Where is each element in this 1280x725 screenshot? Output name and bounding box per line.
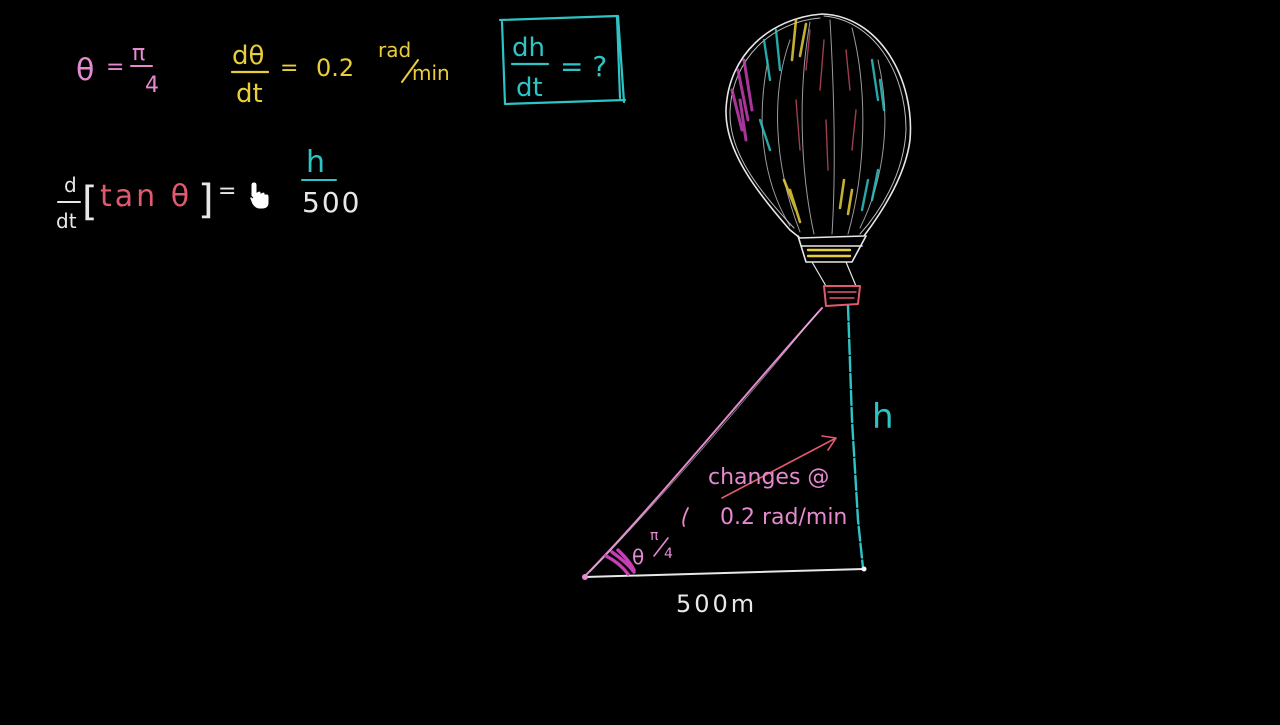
balloon-skirt-fill bbox=[806, 248, 852, 258]
angle-pi-label: π bbox=[650, 528, 659, 544]
balloon-skirt bbox=[797, 235, 867, 263]
close-bracket: ] bbox=[198, 177, 214, 223]
dtheta-denominator: dt bbox=[236, 79, 263, 109]
base-label: 500m bbox=[676, 590, 757, 618]
hand-pointer-icon bbox=[249, 181, 270, 210]
balloon-envelope-outline bbox=[725, 13, 912, 239]
angle-four-label: 4 bbox=[664, 546, 673, 562]
equation-equals: = bbox=[218, 179, 236, 204]
change-note-line1: changes @ bbox=[708, 465, 829, 490]
balloon-panel-lines bbox=[761, 19, 886, 235]
four-denominator: 4 bbox=[145, 73, 159, 98]
dtheta-numerator: dθ bbox=[232, 41, 264, 71]
base-line bbox=[584, 568, 865, 578]
equals-question: = ? bbox=[560, 50, 607, 83]
open-bracket: [ bbox=[82, 179, 98, 225]
d-denominator: dt bbox=[56, 209, 77, 233]
angle-theta-label: θ bbox=[632, 545, 644, 569]
change-arrow bbox=[721, 435, 837, 499]
height-label: h bbox=[872, 397, 894, 437]
observer-point bbox=[582, 574, 588, 580]
rate-value: 0.2 bbox=[316, 54, 354, 82]
h-numerator: h bbox=[306, 145, 325, 180]
balloon-basket bbox=[823, 285, 861, 307]
hot-air-balloon-icon bbox=[725, 13, 912, 307]
balloon-ropes bbox=[811, 261, 857, 287]
rate-unit-numerator: rad bbox=[378, 38, 411, 62]
dh-denominator: dt bbox=[516, 73, 543, 103]
rate-unit-denominator: min bbox=[412, 61, 450, 85]
derivative-equation: d dt [ tan θ ] = h 500 bbox=[56, 145, 361, 233]
question-box-border bbox=[498, 14, 627, 106]
dtheta-equals: = bbox=[280, 56, 298, 81]
hypotenuse-sketch bbox=[589, 311, 819, 573]
height-line bbox=[846, 304, 865, 570]
change-note-line2: 0.2 rad/min bbox=[720, 505, 847, 530]
tan-theta: tan θ bbox=[100, 179, 192, 214]
balloon-red-shading bbox=[795, 29, 857, 171]
theta-given: θ = π 4 bbox=[76, 41, 159, 98]
diagram-labels: h 500m θ π 4 changes @ 0.2 rad/min bbox=[632, 397, 894, 618]
dtheta-dt-given: dθ dt = 0.2 rad min bbox=[230, 38, 450, 109]
balloon-magenta-shading bbox=[730, 58, 754, 142]
pi-symbol: π bbox=[132, 41, 145, 66]
dh-numerator: dh bbox=[512, 33, 545, 63]
balloon-teal-shading bbox=[758, 28, 886, 212]
angle-fraction-slash bbox=[653, 537, 669, 557]
rate-unit-slash bbox=[401, 59, 419, 83]
d-numerator: d bbox=[64, 173, 77, 197]
denominator-500: 500 bbox=[302, 186, 361, 219]
hypotenuse-line bbox=[584, 307, 823, 577]
angle-marker bbox=[604, 548, 636, 576]
triangle-diagram bbox=[582, 304, 867, 580]
balloon-ground-point bbox=[861, 566, 867, 572]
balloon-envelope-sketch bbox=[729, 15, 907, 235]
theta-symbol: θ bbox=[76, 53, 94, 88]
theta-equals: = bbox=[106, 55, 124, 80]
balloon-basket-weave bbox=[827, 291, 857, 299]
question-box: dh dt = ? bbox=[498, 14, 627, 106]
balloon-yellow-shading bbox=[782, 18, 854, 224]
angle-tick bbox=[682, 507, 689, 527]
